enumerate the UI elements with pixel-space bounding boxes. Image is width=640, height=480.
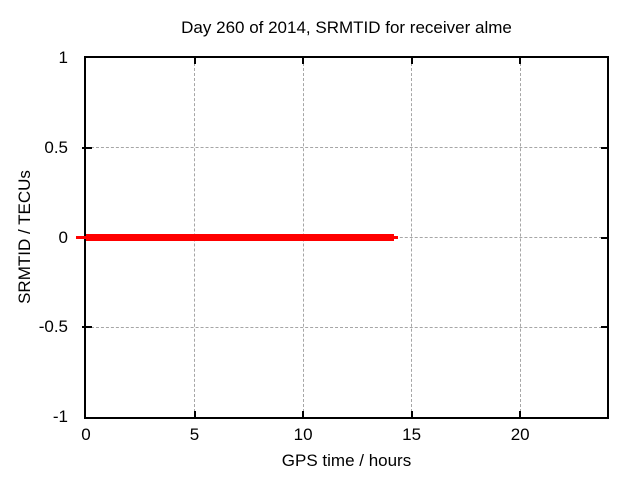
x-tick-label: 10	[293, 425, 313, 444]
h-gridline	[86, 147, 607, 149]
x-tick-label: 0	[81, 425, 91, 444]
y-tick-label: -1	[52, 407, 68, 426]
x-tick-label: 5	[189, 425, 200, 444]
x-tick-mark-top	[302, 58, 305, 64]
x-tick-mark-bottom	[193, 411, 196, 417]
y-tick-mark-right	[601, 326, 607, 329]
x-tick-mark-top	[410, 58, 413, 64]
y-tick-mark-right	[601, 146, 607, 149]
y-tick-label: 0.5	[44, 137, 68, 157]
x-axis-label: GPS time / hours	[281, 451, 412, 470]
x-tick-label: 15	[402, 425, 422, 444]
h-gridline	[86, 326, 607, 328]
x-tick-mark-bottom	[410, 411, 413, 417]
y-tick-mark-right	[601, 236, 607, 239]
plot-area	[76, 56, 609, 419]
chart-title: Day 260 of 2014, SRMTID for receiver alm…	[181, 18, 512, 37]
y-tick-label: 0	[58, 227, 68, 247]
y-tick-mark-left	[82, 326, 92, 329]
series-right-cap	[394, 236, 399, 239]
x-tick-mark-top	[193, 58, 196, 64]
x-tick-mark-bottom	[302, 411, 305, 417]
y-tick-mark-left	[82, 146, 92, 149]
x-tick-label: 20	[510, 425, 530, 444]
y-tick-label: 1	[58, 48, 68, 67]
series-line	[86, 234, 395, 241]
y-tick-label: -0.5	[38, 317, 68, 337]
series-left-cap	[76, 236, 86, 239]
x-tick-mark-top	[519, 58, 522, 64]
x-tick-mark-bottom	[519, 411, 522, 417]
